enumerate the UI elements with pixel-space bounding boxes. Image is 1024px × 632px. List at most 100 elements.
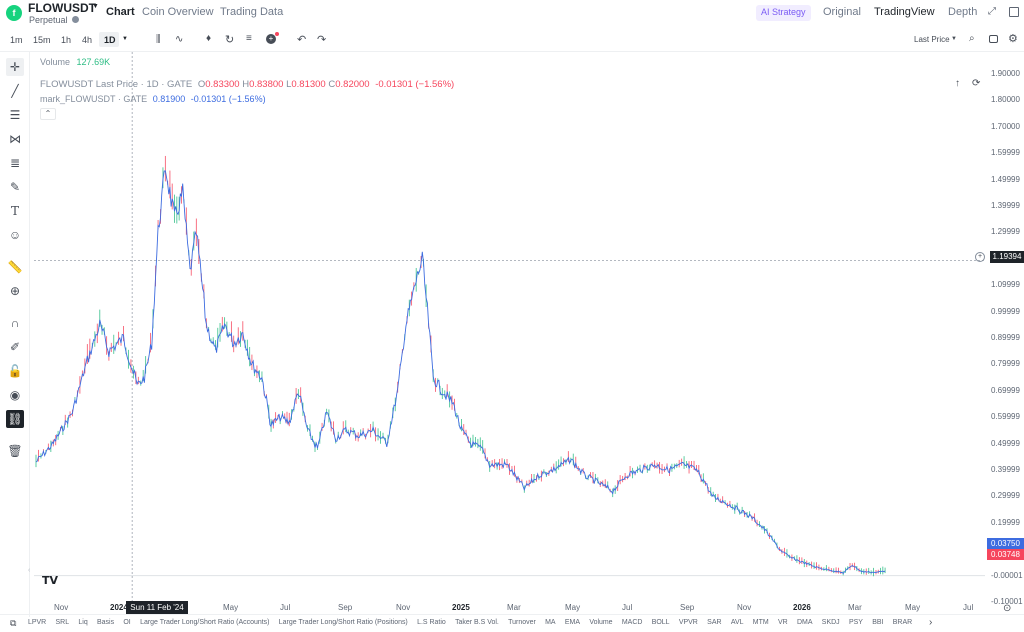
interval-15m[interactable]: 15m	[33, 35, 51, 45]
indicator-item[interactable]: VPVR	[678, 619, 698, 626]
replay-icon[interactable]: ↻	[225, 34, 235, 46]
interval-1d[interactable]	[99, 32, 119, 47]
chevron-down-icon[interactable]: ▼	[92, 3, 99, 10]
indicator-item[interactable]: BBI	[872, 619, 884, 626]
volume-label: Volume	[40, 57, 71, 67]
interval-1m[interactable]: 1m	[10, 35, 23, 45]
eye-icon[interactable]: ◉	[9, 388, 21, 402]
redo-icon[interactable]: ↷	[317, 34, 327, 46]
magnet-icon[interactable]: ∩	[10, 316, 20, 330]
ai-strategy-link[interactable]: AI Strategy	[756, 5, 811, 21]
indicator-item[interactable]: DMA	[796, 619, 813, 626]
tab-trading-data[interactable]: Trading Data	[220, 6, 284, 18]
symbol-title[interactable]: FLOWUSDT	[28, 1, 96, 15]
indicator-item[interactable]: LPVR	[28, 619, 47, 626]
mark-title: mark_FLOWUSDT · GATE	[40, 94, 148, 104]
interval-4h[interactable]: 4h	[82, 35, 93, 45]
price-type-select[interactable]: Last Price	[914, 35, 950, 44]
indicator-item[interactable]: Turnover	[508, 619, 536, 626]
text-icon[interactable]: T	[10, 204, 19, 218]
indicator-item[interactable]: BOLL	[651, 619, 670, 626]
emoji-icon[interactable]: ☺	[8, 228, 22, 242]
original-link[interactable]: Original	[823, 6, 861, 18]
indicator-item[interactable]: Large Trader Long/Short Ratio (Positions…	[278, 619, 408, 626]
indicator-item[interactable]: Large Trader Long/Short Ratio (Accounts)	[140, 619, 270, 626]
collapse-legend-button[interactable]: ⌃	[40, 108, 56, 120]
indicator-item[interactable]: AVL	[730, 619, 744, 626]
indicator-item[interactable]: MACD	[621, 619, 643, 626]
collapse-panel-arrow-icon[interactable]: ‹	[28, 567, 31, 574]
crosshair-plus-icon[interactable]: +	[975, 252, 985, 262]
indicator-item[interactable]: BRAR	[892, 619, 913, 626]
window-icon[interactable]	[1009, 7, 1019, 17]
mark-price-line	[35, 170, 886, 575]
indicators-icon[interactable]: ∿	[175, 34, 184, 45]
add-compare-icon[interactable]: +	[266, 34, 276, 44]
symbol-subtitle: Perpetual	[29, 15, 68, 25]
interval-chevron-icon[interactable]: ▼	[122, 36, 128, 42]
lock-drawing-icon[interactable]: ✐	[9, 340, 21, 354]
horizontal-lines-icon[interactable]: ☰	[9, 108, 21, 122]
time-settings-icon[interactable]: ⊙	[1003, 603, 1012, 614]
indicator-panel-icon[interactable]: ⧉	[10, 618, 17, 628]
indicator-item[interactable]: OI	[123, 619, 131, 626]
y-tick-label: 0.89999	[991, 333, 1020, 342]
price-chart[interactable]	[0, 52, 1024, 614]
indicator-item[interactable]: Liq	[78, 619, 88, 626]
tab-chart[interactable]: Chart	[106, 6, 135, 18]
search-icon[interactable]: ⌕	[969, 33, 975, 44]
tradingview-link[interactable]: TradingView	[874, 6, 935, 18]
indicator-item[interactable]: SAR	[707, 619, 722, 626]
crosshair-icon[interactable]: ✛	[6, 58, 24, 76]
volume-legend: Volume 127.69K	[40, 57, 110, 67]
link-icon[interactable]: ⛓	[6, 410, 24, 428]
candle-type-icon[interactable]: ⫼	[156, 34, 161, 45]
indicator-item[interactable]: PSY	[848, 619, 863, 626]
zoom-in-icon[interactable]: ⊕	[9, 284, 21, 298]
indicator-item[interactable]: Taker B.S Vol.	[455, 619, 499, 626]
expand-icon[interactable]: ⤢	[988, 6, 996, 17]
alert-icon[interactable]: ♦	[206, 33, 212, 44]
trash-icon[interactable]: 🗑	[7, 444, 23, 458]
indicator-item[interactable]: Basis	[97, 619, 115, 626]
x-tick-label: Jul	[280, 603, 291, 612]
trend-line-icon[interactable]: ╱	[11, 84, 19, 98]
ruler-icon[interactable]: 📏	[7, 260, 23, 274]
y-tick-label: 0.49999	[991, 438, 1020, 448]
info-icon[interactable]	[72, 16, 79, 23]
y-tick-label: -0.00001	[991, 570, 1023, 580]
y-tick-label: 0.79999	[991, 359, 1020, 369]
tab-coin-overview[interactable]: Coin Overview	[142, 6, 214, 18]
open-label: O	[197, 79, 206, 90]
indicator-item[interactable]: EMA	[564, 619, 580, 626]
template-icon[interactable]: ≡	[246, 33, 252, 44]
chevron-right-icon[interactable]: ›	[929, 617, 933, 628]
indicator-item[interactable]: SRL	[55, 619, 70, 626]
depth-link[interactable]: Depth	[948, 6, 978, 18]
y-tick-label: 1.29999	[991, 227, 1020, 237]
indicator-item[interactable]: MA	[545, 619, 556, 626]
price-legend: FLOWUSDT Last Price · 1D · GATE O0.83300…	[40, 79, 454, 90]
refresh-icon[interactable]: ⟳	[972, 78, 981, 89]
indicator-item[interactable]: MTM	[752, 619, 769, 626]
indicator-item[interactable]: SKDJ	[821, 619, 840, 626]
chart-toolbar: 1m 15m 1h 4h 1D ▼ ⫼ ∿ ♦ ↻ ≡ + ↶ ↷ Last P…	[0, 28, 1024, 52]
indicator-item[interactable]: Volume	[589, 619, 613, 626]
indicator-item[interactable]: VR	[777, 619, 788, 626]
fib-icon[interactable]: ≣	[9, 156, 21, 170]
settings-gear-icon[interactable]: ⚙	[1008, 33, 1018, 45]
camera-icon[interactable]	[989, 35, 998, 43]
interval-1h[interactable]: 1h	[61, 35, 72, 45]
pattern-icon[interactable]: ⋈	[9, 132, 21, 146]
x-tick-label: May	[223, 603, 239, 612]
open-value: 0.83300	[205, 79, 240, 90]
mark-price-badge: 0.03750	[987, 538, 1024, 549]
indicator-bar: ⧉ LPVR SRL Liq Basis OI Large Trader Long/Sho…	[0, 614, 1024, 632]
undo-icon[interactable]: ↶	[297, 34, 307, 46]
scroll-up-icon[interactable]: ↑	[955, 78, 960, 89]
lock-icon[interactable]: 🔓	[7, 364, 23, 378]
price-type-chevron-icon[interactable]: ▼	[951, 36, 957, 42]
brush-icon[interactable]: ✎	[9, 180, 21, 194]
indicator-item[interactable]: L.S Ratio	[417, 619, 446, 626]
low-value: 0.81300	[291, 79, 326, 90]
